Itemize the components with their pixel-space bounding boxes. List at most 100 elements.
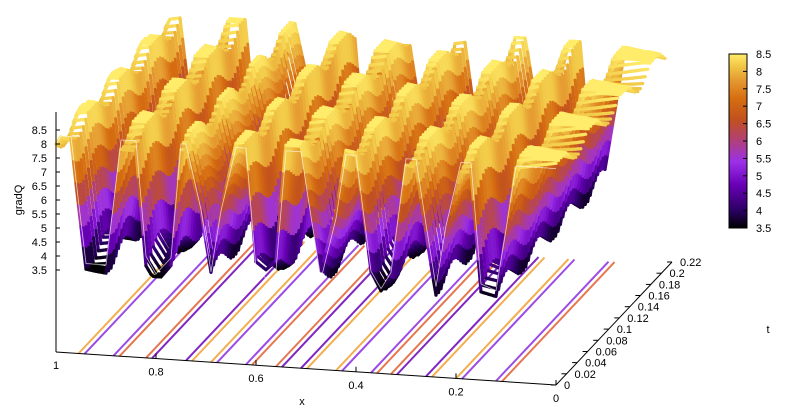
- surface-segment: [603, 123, 610, 142]
- surface-segment: [381, 68, 387, 89]
- floor-contour-line: [83, 233, 198, 355]
- surface-segment: [441, 75, 447, 98]
- surface-segment: [588, 145, 595, 165]
- surface-segment: [293, 44, 300, 59]
- surface-segment: [551, 71, 557, 106]
- surface-segment: [518, 48, 525, 68]
- surface-segment: [576, 189, 582, 208]
- surface-segment: [561, 73, 567, 108]
- surface-segment: [458, 74, 465, 98]
- surface-segment: [291, 33, 297, 48]
- surface-segment: [510, 65, 517, 85]
- surface-segment: [271, 80, 277, 96]
- surface-segment: [578, 174, 585, 193]
- surface-segment: [570, 48, 577, 82]
- surface-segment: [513, 61, 520, 81]
- surface-segment: [568, 55, 575, 90]
- surface-segment: [520, 63, 527, 83]
- surface-segment: [386, 77, 392, 97]
- surface-segment: [598, 153, 605, 173]
- surface-segment: [583, 144, 590, 163]
- surface-segment: [296, 55, 302, 70]
- floor-contour-line: [425, 256, 540, 378]
- floor-contour-line: [251, 244, 366, 366]
- surface-segment: [293, 58, 300, 73]
- surface-segment: [273, 70, 280, 86]
- surface-segment: [281, 38, 287, 53]
- surface-segment: [276, 68, 282, 83]
- surface-segment: [456, 55, 462, 79]
- surface-segment: [438, 81, 445, 104]
- floor-contour-line: [370, 252, 485, 374]
- surface-segment: [605, 122, 612, 141]
- surface-segment: [336, 46, 342, 80]
- surface-segment: [296, 43, 302, 58]
- surface-segment: [406, 46, 412, 67]
- surface-segment: [443, 94, 450, 117]
- surface-segment: [388, 70, 395, 90]
- surface-segment: [161, 37, 167, 63]
- floor-contour-line: [501, 261, 616, 383]
- surface-segment: [291, 47, 297, 62]
- surface-segment: [581, 191, 587, 209]
- surface-segment: [233, 37, 240, 70]
- surface-segment: [283, 49, 290, 64]
- surface-segment: [583, 161, 590, 180]
- surface-segment: [596, 121, 602, 141]
- surface-segment: [518, 71, 525, 91]
- surface-segment: [523, 56, 530, 76]
- surface-segment: [241, 20, 247, 50]
- surface-segment: [591, 129, 597, 149]
- surface-segment: [503, 63, 510, 84]
- surface-segment: [286, 77, 292, 92]
- surface-segment: [283, 67, 290, 82]
- surface-segment: [231, 44, 237, 77]
- surface-segment: [180, 37, 187, 62]
- surface-segment: [610, 108, 617, 127]
- surface-segment: [286, 59, 292, 74]
- surface-segment: [293, 32, 300, 47]
- surface-segment: [278, 63, 285, 78]
- floor-contour-line: [396, 254, 511, 376]
- floor-contour-line: [455, 258, 570, 380]
- surface-segment: [161, 57, 167, 83]
- surface-segment: [501, 77, 507, 97]
- surface-segment: [331, 60, 337, 94]
- surface-segment: [506, 80, 512, 101]
- surface-segment: [588, 158, 595, 177]
- surface-segment: [386, 54, 392, 74]
- surface-segment: [401, 59, 407, 80]
- surface-segment: [266, 58, 272, 73]
- floor-contour-line: [461, 258, 576, 380]
- surface-segment: [441, 56, 447, 75]
- surface-segment: [298, 44, 305, 60]
- surface-segment: [441, 100, 447, 123]
- surface-segment: [573, 45, 580, 76]
- surface-segment: [226, 51, 232, 84]
- surface-segment: [333, 53, 340, 87]
- surface-segment: [498, 62, 505, 81]
- surface-segment: [593, 126, 600, 147]
- surface-segment: [293, 22, 300, 37]
- surface-segment: [391, 47, 397, 63]
- surface-segment: [438, 58, 445, 79]
- surface-segment: [221, 49, 227, 83]
- surface-segment: [581, 159, 587, 178]
- surface-segment: [448, 70, 455, 94]
- surface-segment: [288, 70, 295, 84]
- surface-segment: [525, 50, 532, 70]
- surface-segment: [508, 66, 515, 87]
- surface-segment: [328, 66, 335, 100]
- surface-segment: [556, 75, 562, 110]
- surface-segment: [298, 54, 305, 70]
- floor-contour-line: [210, 242, 325, 363]
- surface-segment: [283, 84, 290, 99]
- floor-contour-line: [151, 238, 266, 359]
- surface-segment: [288, 36, 295, 51]
- surface-segment: [221, 24, 227, 50]
- surface-segment: [593, 137, 600, 157]
- surface-segment: [501, 61, 507, 82]
- surface-segment: [451, 72, 457, 96]
- surface-segment: [511, 82, 517, 103]
